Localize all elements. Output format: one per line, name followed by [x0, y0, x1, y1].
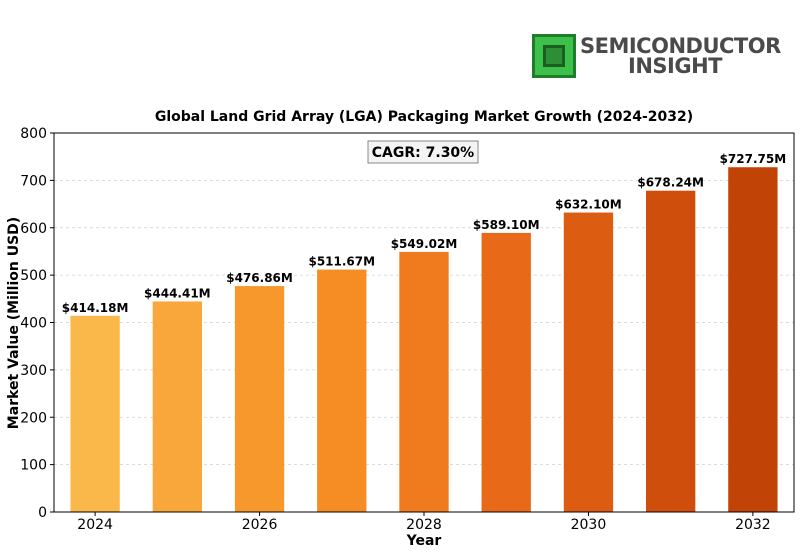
cagr-text: CAGR: 7.30% [372, 145, 474, 161]
y-tick-label: 200 [20, 410, 47, 426]
data-label: $678.24M [637, 176, 704, 190]
data-label: $632.10M [555, 198, 622, 212]
bar [563, 212, 614, 513]
y-tick-label: 0 [38, 505, 47, 521]
data-label: $727.75M [720, 152, 787, 166]
y-tick-label: 800 [20, 126, 47, 142]
x-tick-label: 2026 [242, 517, 278, 533]
y-tick-label: 700 [20, 173, 47, 189]
data-label: $444.41M [144, 286, 211, 300]
y-axis-title: Market Value (Million USD) [6, 217, 22, 429]
plot-frame [53, 132, 795, 513]
data-label: $549.02M [391, 237, 458, 251]
brand-logo: SEMICONDUCTOR INSIGHT [532, 33, 781, 79]
logo-line1: SEMICONDUCTOR [580, 34, 781, 58]
y-tick-label: 600 [20, 221, 47, 237]
data-label: $589.10M [473, 218, 540, 232]
bar [152, 301, 202, 512]
tick-labels: 0 100 200 300 400 500 600 700 800 2024 2026 2028 203… [20, 126, 770, 533]
x-tick-label: 2024 [77, 517, 113, 533]
cagr-annotation: CAGR: 7.30% [367, 140, 479, 164]
chart-title: Global Land Grid Array (LGA) Packaging M… [155, 109, 693, 125]
y-tick-label: 400 [20, 316, 47, 332]
bar [70, 315, 120, 512]
bar [646, 190, 696, 512]
bar [399, 251, 449, 512]
x-tick-label: 2030 [571, 517, 607, 533]
bar [317, 269, 367, 512]
chip-icon [532, 34, 576, 78]
data-label: $511.67M [308, 255, 375, 269]
x-axis-title: Year [406, 533, 442, 549]
bar [234, 286, 285, 512]
bars [70, 167, 778, 513]
y-tick-label: 100 [20, 458, 47, 474]
bar [481, 232, 531, 512]
x-tick-label: 2028 [406, 517, 442, 533]
data-label: $414.18M [62, 301, 129, 315]
data-labels: $414.18M $444.41M $476.86M $511.67M $549.02M… [62, 152, 786, 315]
x-tick-label: 2032 [735, 517, 771, 533]
y-tick-label: 500 [20, 268, 47, 284]
axes [50, 132, 795, 516]
y-tick-label: 300 [20, 363, 47, 379]
data-label: $476.86M [226, 271, 293, 285]
logo-line2: INSIGHT [628, 54, 722, 78]
bar [728, 167, 778, 512]
